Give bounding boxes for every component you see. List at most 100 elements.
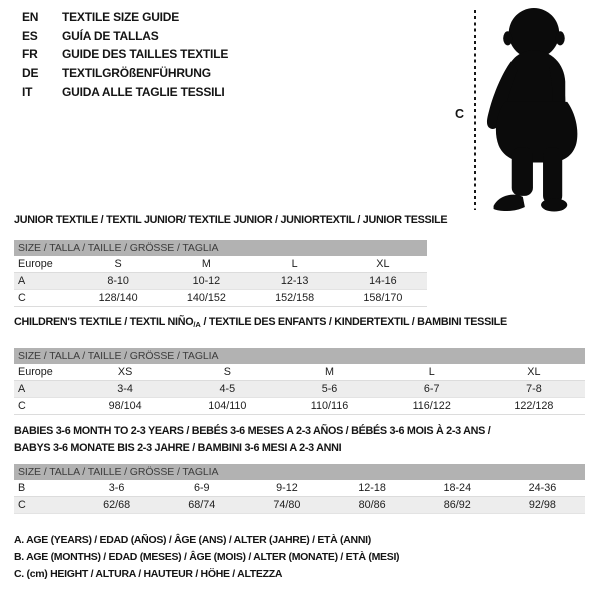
- row-value: 158/170: [363, 292, 403, 304]
- table-childrens-textile: SIZE / TALLA / TAILLE / GRÖSSE / TAGLIA E…: [14, 348, 585, 415]
- table-title-segment: CHILDREN'S TEXTILE / TEXTIL NIÑO: [14, 316, 194, 328]
- table-title-segment: JUNIOR TEXTILE / TEXTIL JUNIOR/ TEXTILE …: [14, 214, 448, 226]
- table-title-childrens-textile: CHILDREN'S TEXTILE / TEXTIL NIÑO/A / TEX…: [14, 314, 507, 334]
- footnote: B. AGE (MONTHS) / EDAD (MESES) / ÂGE (MO…: [14, 551, 400, 563]
- row-value: 80/86: [358, 499, 386, 511]
- row-value: 5-6: [321, 383, 338, 395]
- toddler-silhouette-image: [486, 8, 578, 212]
- row-value: L: [428, 366, 435, 378]
- footnote: A. AGE (YEARS) / EDAD (AÑOS) / ÂGE (ANS)…: [14, 534, 371, 546]
- row-value: 10-12: [192, 275, 221, 287]
- language-title: TEXTILE SIZE GUIDE: [62, 10, 180, 25]
- language-title: TEXTILGRÖßENFÜHRUNG: [62, 66, 211, 81]
- row-label: A: [18, 275, 26, 287]
- row-value: 68/74: [188, 499, 216, 511]
- row-value: 6-7: [423, 383, 440, 395]
- language-code: EN: [22, 10, 39, 25]
- row-value: 9-12: [276, 482, 298, 494]
- height-dashed-line: [474, 10, 476, 210]
- row-value: 7-8: [526, 383, 542, 395]
- row-value: 8-10: [107, 275, 129, 287]
- size-header-label: SIZE / TALLA / TAILLE / GRÖSSE / TAGLIA: [18, 242, 219, 254]
- row-label: C: [18, 499, 26, 511]
- row-value: L: [291, 258, 298, 270]
- row-value: 110/116: [310, 400, 349, 412]
- language-title: GUIDE DES TAILLES TEXTILE: [62, 47, 229, 62]
- table-row: Europe XS S M L XL: [14, 364, 585, 381]
- table-row: Europe S M L XL: [14, 256, 427, 273]
- row-value: 18-24: [443, 482, 472, 494]
- table-title-segment: BABYS 3-6 MONATE BIS 2-3 JAHRE / BAMBINI…: [14, 441, 342, 454]
- row-value: XS: [117, 366, 133, 378]
- row-value: M: [201, 258, 211, 270]
- table-title-segment: /A: [193, 320, 201, 329]
- row-label: C: [18, 400, 26, 412]
- language-code: ES: [22, 28, 38, 43]
- language-row: IT GUIDA ALLE TAGLIE TESSILI: [22, 82, 228, 101]
- table-row: A 3-4 4-5 5-6 6-7 7-8: [14, 381, 585, 398]
- language-title: GUIDA ALLE TAGLIE TESSILI: [62, 84, 225, 99]
- table-row: C 62/68 68/74 74/80 80/86 86/92 92/98: [14, 497, 585, 514]
- language-code: DE: [22, 66, 39, 81]
- row-value: 152/158: [275, 292, 315, 304]
- row-value: 116/122: [412, 400, 451, 412]
- row-value: 74/80: [273, 499, 301, 511]
- row-value: S: [223, 366, 231, 378]
- row-value: M: [325, 366, 334, 378]
- table-row: C 128/140 140/152 152/158 158/170: [14, 290, 427, 307]
- size-header-bar: SIZE / TALLA / TAILLE / GRÖSSE / TAGLIA: [14, 240, 427, 256]
- row-label: Europe: [18, 366, 53, 378]
- row-value: 12-13: [280, 275, 309, 287]
- table-title-segment: BABIES 3-6 MONTH TO 2-3 YEARS / BEBÉS 3-…: [14, 425, 491, 437]
- table-row: A 8-10 10-12 12-13 14-16: [14, 273, 427, 290]
- table-row: C 98/104 104/110 110/116 116/122 122/128: [14, 398, 585, 415]
- row-value: 14-16: [369, 275, 397, 287]
- row-label: C: [18, 292, 26, 304]
- size-header-label: SIZE / TALLA / TAILLE / GRÖSSE / TAGLIA: [18, 466, 219, 478]
- row-value: 62/68: [103, 499, 131, 511]
- row-value: 3-6: [108, 482, 125, 494]
- row-value: 4-5: [219, 383, 236, 395]
- table-title-line: JUNIOR TEXTILE / TEXTIL JUNIOR/ TEXTILE …: [14, 212, 448, 229]
- table-title-segment: / TEXTILE DES ENFANTS / KINDERTEXTIL / B…: [200, 316, 508, 328]
- row-value: XL: [527, 366, 541, 378]
- table-title-line: CHILDREN'S TEXTILE / TEXTIL NIÑO/A / TEX…: [14, 314, 507, 334]
- language-row: DE TEXTILGRÖßENFÜHRUNG: [22, 64, 228, 83]
- size-header-bar: SIZE / TALLA / TAILLE / GRÖSSE / TAGLIA: [14, 464, 585, 480]
- row-value: S: [114, 258, 122, 270]
- language-row: FR GUIDE DES TAILLES TEXTILE: [22, 45, 228, 64]
- row-value: 104/110: [208, 400, 247, 412]
- row-value: 140/152: [186, 292, 226, 304]
- language-title-list: EN TEXTILE SIZE GUIDE ES GUÍA DE TALLAS FR GU…: [22, 8, 228, 101]
- footnote: C. (cm) HEIGHT / ALTURA / HAUTEUR / HÖHE…: [14, 568, 283, 580]
- row-value: 128/140: [98, 292, 138, 304]
- language-title: GUÍA DE TALLAS: [62, 28, 159, 43]
- row-value: 92/98: [528, 499, 556, 511]
- table-title-junior-textile: JUNIOR TEXTILE / TEXTIL JUNIOR/ TEXTILE …: [14, 212, 448, 229]
- row-label: Europe: [18, 258, 53, 270]
- row-value: 6-9: [193, 482, 210, 494]
- footnote-legend: A. AGE (YEARS) / EDAD (AÑOS) / ÂGE (ANS)…: [14, 534, 400, 585]
- row-value: XL: [376, 258, 390, 270]
- language-code: FR: [22, 47, 38, 62]
- size-header-bar: SIZE / TALLA / TAILLE / GRÖSSE / TAGLIA: [14, 348, 585, 364]
- language-row: EN TEXTILE SIZE GUIDE: [22, 8, 228, 27]
- row-value: 122/128: [514, 400, 554, 412]
- language-row: ES GUÍA DE TALLAS: [22, 27, 228, 46]
- row-value: 86/92: [443, 499, 471, 511]
- height-measure-label: C: [455, 107, 465, 121]
- language-code: IT: [22, 84, 33, 99]
- row-value: 3-4: [117, 383, 133, 395]
- table-title-line: BABIES 3-6 MONTH TO 2-3 YEARS / BEBÉS 3-…: [14, 423, 491, 440]
- row-label: B: [18, 482, 26, 494]
- row-value: 98/104: [108, 400, 142, 412]
- table-babies-textile: SIZE / TALLA / TAILLE / GRÖSSE / TAGLIA B…: [14, 464, 585, 514]
- row-label: A: [18, 383, 26, 395]
- row-value: 24-36: [528, 482, 557, 494]
- table-row: B 3-6 6-9 9-12 12-18 18-24 24-36: [14, 480, 585, 497]
- row-value: 12-18: [358, 482, 386, 494]
- table-junior-textile: SIZE / TALLA / TAILLE / GRÖSSE / TAGLIA E…: [14, 240, 427, 307]
- size-header-label: SIZE / TALLA / TAILLE / GRÖSSE / TAGLIA: [18, 350, 219, 362]
- table-title-babies-textile: BABIES 3-6 MONTH TO 2-3 YEARS / BEBÉS 3-…: [14, 423, 491, 456]
